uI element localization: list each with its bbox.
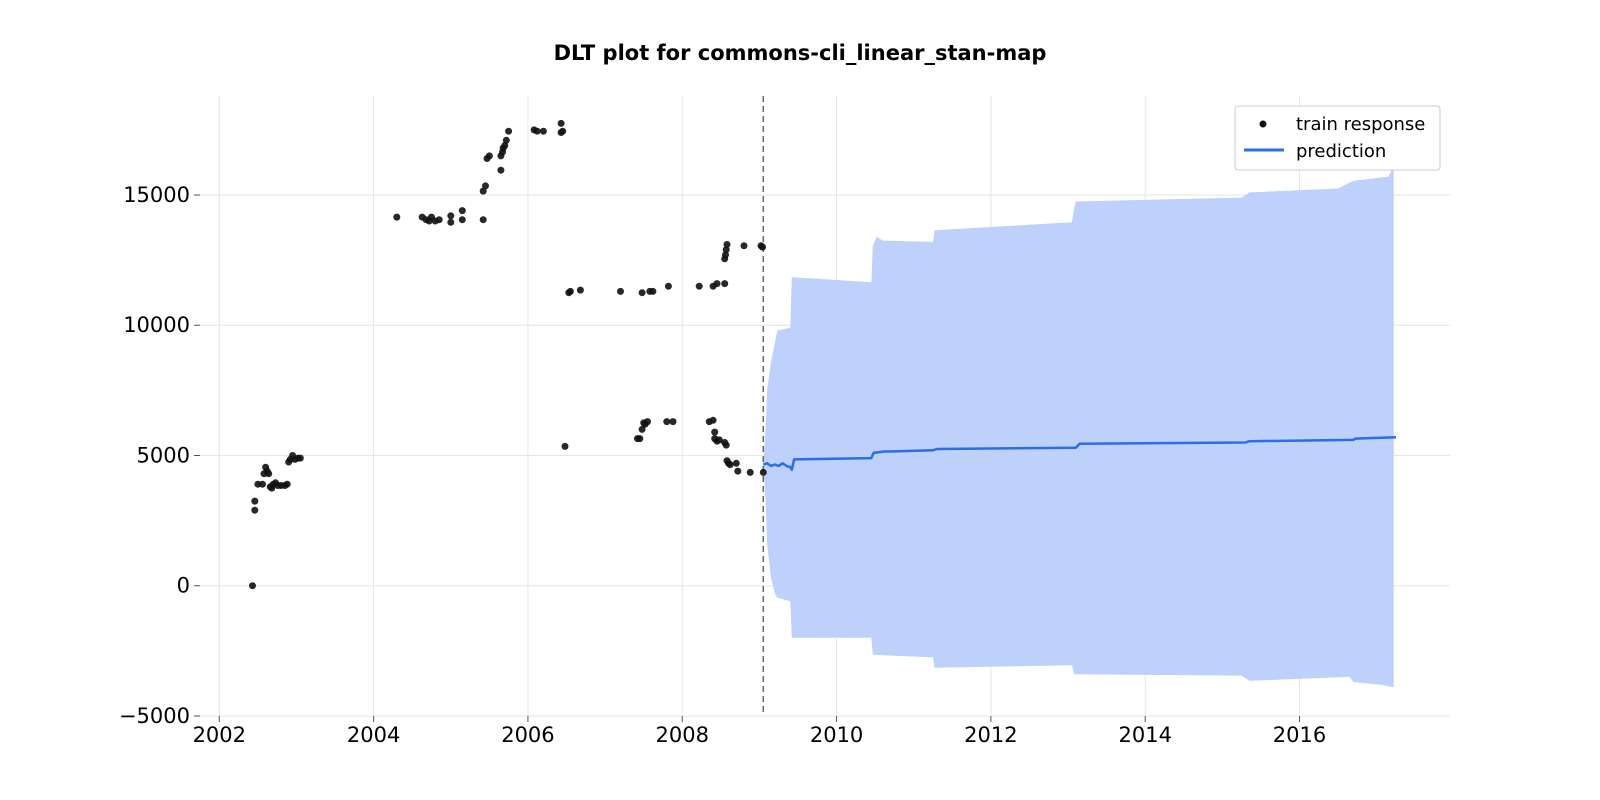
y-tick-label: 0 <box>177 574 190 598</box>
train-response-point <box>447 212 455 220</box>
train-response-point <box>435 216 443 224</box>
legend-frame <box>1234 105 1441 171</box>
legend-prediction-label: prediction <box>1296 141 1386 162</box>
prediction-interval-band <box>763 166 1394 688</box>
train-response-point <box>638 289 646 297</box>
train-response-point <box>709 416 717 424</box>
train-response-point <box>636 435 644 443</box>
train-response-point <box>722 246 730 254</box>
train-response-point <box>759 243 766 251</box>
prediction-line <box>762 436 1397 472</box>
train-response-point <box>265 470 273 478</box>
train-response-point <box>485 152 493 160</box>
train-response-point <box>722 441 730 449</box>
train-response-point <box>713 280 721 288</box>
train-response-point <box>722 251 729 259</box>
train-response-point <box>576 286 584 294</box>
x-tick-label: 2002 <box>193 723 246 747</box>
train-response-point <box>721 280 729 288</box>
train-response-point <box>505 127 513 135</box>
train-response-point <box>723 241 731 248</box>
x-tick-label: 2004 <box>347 723 400 747</box>
train-response-point <box>664 282 672 290</box>
chart-title: DLT plot for commons-cli_linear_stan-map <box>554 41 1047 65</box>
train-response-point <box>561 442 569 450</box>
train-response-point <box>644 418 651 426</box>
train-response-point <box>734 467 742 475</box>
train-response-point <box>732 459 740 467</box>
train-response-point <box>617 287 624 295</box>
train-response-point <box>559 127 567 135</box>
train-response-point <box>533 127 541 135</box>
train-response-point <box>497 166 505 174</box>
train-response-point <box>447 218 455 226</box>
train-response-point <box>458 207 466 215</box>
train-response-point <box>458 216 466 224</box>
train-response-point <box>296 454 304 462</box>
train-response-point <box>479 216 487 224</box>
train-response-point <box>251 506 259 514</box>
legend-train-response-marker <box>1259 120 1267 128</box>
train-response-point <box>283 480 291 488</box>
legend-train-response-label: train response <box>1296 114 1425 135</box>
axis-ticks: 2002 2004 2006 2008 2010 2012 2014 2016 −5000 0 50… <box>119 183 1326 747</box>
x-tick-label: 2010 <box>810 723 863 747</box>
train-response-point <box>539 127 547 135</box>
train-response-point <box>566 287 574 295</box>
train-response-point <box>663 418 671 426</box>
train-response-point <box>393 213 401 221</box>
x-tick-label: 2012 <box>964 723 1017 747</box>
train-response-point <box>669 418 677 426</box>
x-tick-label: 2014 <box>1118 723 1171 747</box>
y-tick-label: 15000 <box>123 183 190 207</box>
train-response-point <box>711 428 719 436</box>
train-response-point <box>726 461 734 469</box>
train-response-point <box>259 480 266 488</box>
prediction-line-layer <box>762 436 1397 472</box>
train-response-point <box>695 282 703 290</box>
x-tick-label: 2008 <box>656 723 709 747</box>
train-response-point <box>249 582 256 590</box>
train-response-point <box>715 436 723 444</box>
train-response-point <box>746 468 754 476</box>
y-tick-label: −5000 <box>119 704 190 728</box>
train-response-point <box>502 136 510 144</box>
train-response-point <box>638 425 646 433</box>
train-response-point <box>557 119 565 127</box>
x-tick-label: 2006 <box>501 723 554 747</box>
train-response-point <box>740 242 748 250</box>
y-tick-label: 10000 <box>123 313 190 337</box>
train-response-point <box>251 497 259 505</box>
y-tick-label: 5000 <box>137 443 190 467</box>
train-response-point <box>482 182 489 190</box>
legend: train response prediction <box>1234 105 1441 171</box>
train-response-point <box>649 287 657 295</box>
x-tick-label: 2016 <box>1273 723 1326 747</box>
prediction-interval-area <box>763 166 1394 688</box>
train-response-points <box>249 119 767 590</box>
train-response-point <box>759 468 767 476</box>
